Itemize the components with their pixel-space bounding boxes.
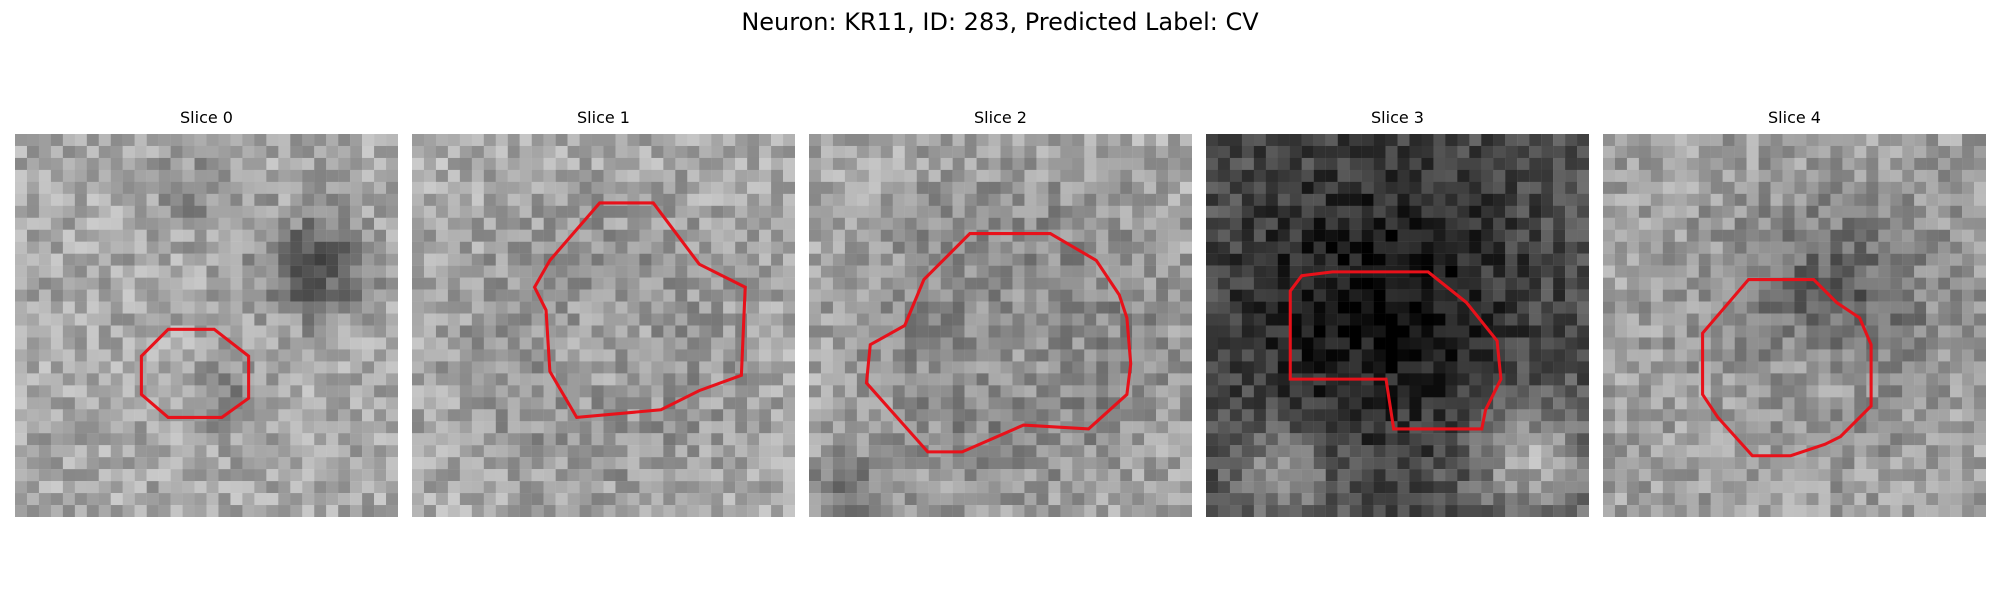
slice-title-0: Slice 0: [180, 108, 233, 127]
slice-title-3: Slice 3: [1371, 108, 1424, 127]
roi-contour: [864, 232, 1133, 454]
pixel-grid: [809, 134, 1192, 517]
roi-contour: [139, 327, 251, 419]
slice-image-0: [15, 134, 398, 517]
pixel-grid: [1603, 134, 1986, 517]
slice-panel-4: Slice 4: [1603, 108, 1986, 517]
slice-image-2: [809, 134, 1192, 517]
figure-title: Neuron: KR11, ID: 283, Predicted Label: …: [741, 8, 1259, 36]
roi-contour: [532, 201, 747, 420]
slice-panel-1: Slice 1: [412, 108, 795, 517]
slice-panel-3: Slice 3: [1206, 108, 1589, 517]
slice-image-3: [1206, 134, 1589, 517]
slice-title-4: Slice 4: [1768, 108, 1821, 127]
slice-panel-0: Slice 0: [15, 108, 398, 517]
pixel-grid: [15, 134, 398, 517]
slice-title-2: Slice 2: [974, 108, 1027, 127]
roi-contour: [1701, 278, 1873, 458]
pixel-grid: [412, 134, 795, 517]
slice-title-1: Slice 1: [577, 108, 630, 127]
pixel-grid: [1206, 134, 1589, 517]
slice-image-1: [412, 134, 795, 517]
slice-image-4: [1603, 134, 1986, 517]
roi-contour: [1288, 270, 1503, 431]
slice-panel-2: Slice 2: [809, 108, 1192, 517]
